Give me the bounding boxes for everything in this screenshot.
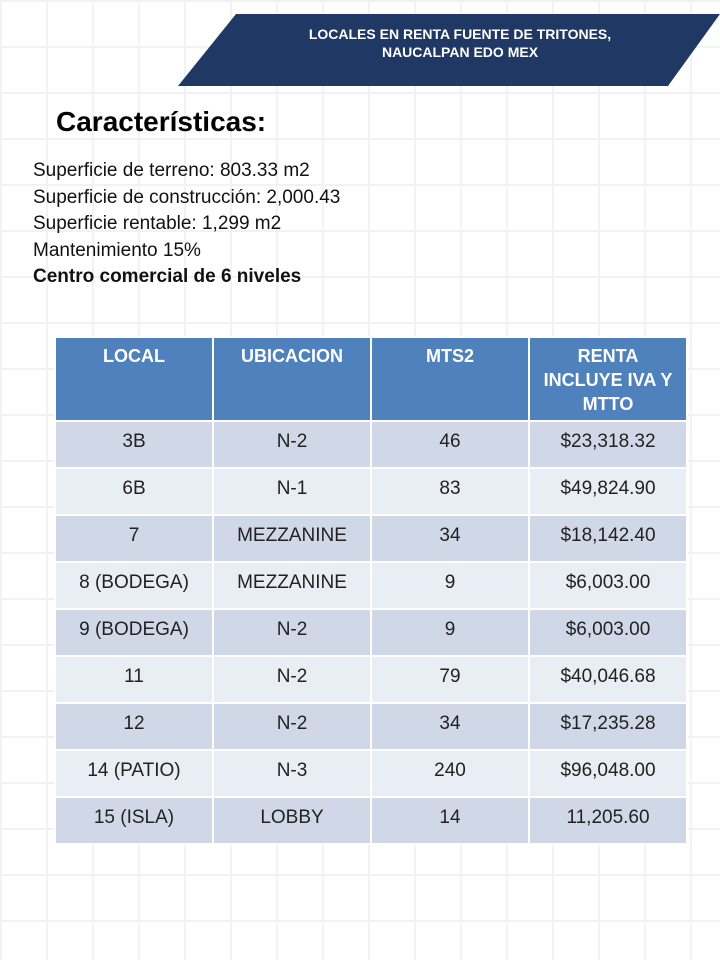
table-cell: 46: [370, 420, 530, 469]
section-heading: Características:: [56, 106, 267, 137]
table-row: 9 (BODEGA) N-2 9 $6,003.00: [54, 608, 688, 657]
table-cell: $23,318.32: [528, 420, 688, 469]
rent-table: LOCAL UBICACION MTS2 RENTA INCLUYE IVA Y MT…: [54, 336, 688, 845]
table-cell: 79: [370, 655, 530, 704]
table-body: 3B N-2 46 $23,318.32 6B N-1 83 $49,824.90 7 MEZZA…: [54, 420, 688, 845]
table-row: 3B N-2 46 $23,318.32: [54, 420, 688, 469]
table-row: 6B N-1 83 $49,824.90: [54, 467, 688, 516]
table-cell: 14: [370, 796, 530, 845]
table-cell: 7: [54, 514, 214, 563]
table-cell: N-2: [212, 420, 372, 469]
table-cell: $40,046.68: [528, 655, 688, 704]
table-row: 8 (BODEGA) MEZZANINE 9 $6,003.00: [54, 561, 688, 610]
table-cell: N-1: [212, 467, 372, 516]
table-cell: 9: [370, 608, 530, 657]
column-header: LOCAL: [54, 336, 214, 422]
table-cell: $96,048.00: [528, 749, 688, 798]
banner: [178, 14, 720, 86]
table-cell: 34: [370, 514, 530, 563]
table-cell: 11: [54, 655, 214, 704]
table-cell: $49,824.90: [528, 467, 688, 516]
table-cell: 240: [370, 749, 530, 798]
table-cell: 15 (ISLA): [54, 796, 214, 845]
table-cell: 83: [370, 467, 530, 516]
table-header-row: LOCAL UBICACION MTS2 RENTA INCLUYE IVA Y MT…: [54, 336, 688, 422]
table-cell: MEZZANINE: [212, 561, 372, 610]
table-cell: 9: [370, 561, 530, 610]
column-header: RENTA INCLUYE IVA Y MTTO: [528, 336, 688, 422]
table-cell: 34: [370, 702, 530, 751]
banner-line: NAUCALPAN EDO MEX: [381, 44, 539, 60]
table-cell: LOBBY: [212, 796, 372, 845]
table-cell: $6,003.00: [528, 608, 688, 657]
table-cell: N-2: [212, 702, 372, 751]
table-cell: 12: [54, 702, 214, 751]
table-cell: N-2: [212, 655, 372, 704]
feature-line: Superficie de construcción: 2,000.43: [33, 186, 341, 208]
banner-title: LOCALES EN RENTA FUENTE DE TRITONES, NAU…: [250, 25, 670, 61]
table-row: 12 N-2 34 $17,235.28: [54, 702, 688, 751]
table-cell: $18,142.40: [528, 514, 688, 563]
table-cell: 9 (BODEGA): [54, 608, 214, 657]
feature-line: Mantenimiento 15%: [33, 239, 201, 261]
feature-line: Superficie de terreno: 803.33 m2: [33, 160, 310, 181]
table-cell: $17,235.28: [528, 702, 688, 751]
table-cell: 3B: [54, 420, 214, 469]
table-row: 11 N-2 79 $40,046.68: [54, 655, 688, 704]
table-cell: N-3: [212, 749, 372, 798]
table-row: 14 (PATIO) N-3 240 $96,048.00: [54, 749, 688, 798]
table-row: 7 MEZZANINE 34 $18,142.40: [54, 514, 688, 563]
banner-shape: [178, 14, 720, 86]
column-header: UBICACION: [212, 336, 372, 422]
features-list: Superficie de terreno: 803.33 m2 Superfic…: [33, 158, 340, 291]
table-cell: MEZZANINE: [212, 514, 372, 563]
table-cell: 14 (PATIO): [54, 749, 214, 798]
table-cell: N-2: [212, 608, 372, 657]
table-row: 15 (ISLA) LOBBY 14 11,205.60: [54, 796, 688, 845]
table-cell: 11,205.60: [528, 796, 688, 845]
table-cell: 6B: [54, 467, 214, 516]
column-header: MTS2: [370, 336, 530, 422]
feature-line: Centro comercial de 6 niveles: [33, 266, 302, 287]
table-cell: 8 (BODEGA): [54, 561, 214, 610]
banner-line: LOCALES EN RENTA FUENTE DE TRITONES,: [308, 26, 612, 42]
feature-line: Superficie rentable: 1,299 m2: [33, 213, 282, 234]
table-cell: $6,003.00: [528, 561, 688, 610]
